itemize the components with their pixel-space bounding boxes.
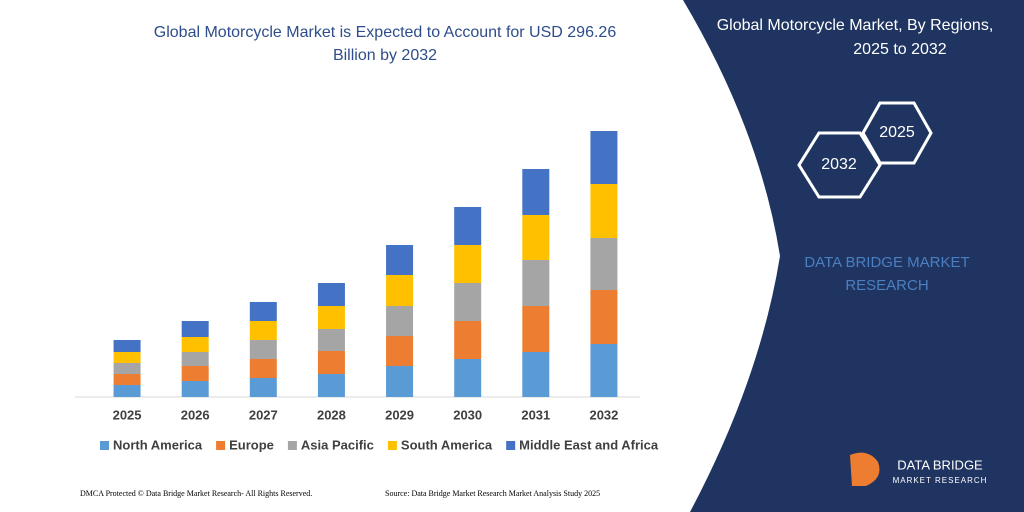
- bar-segment: [454, 321, 482, 359]
- bar-segment: [181, 381, 209, 397]
- legend-label: Middle East and Africa: [519, 437, 659, 452]
- bar-segment: [249, 359, 277, 378]
- bar-segment: [386, 245, 414, 275]
- bar-segment: [113, 385, 141, 397]
- bar-segment: [522, 306, 550, 352]
- chart-title: Global Motorcycle Market is Expected to …: [154, 24, 617, 41]
- legend-label: Asia Pacific: [301, 437, 374, 452]
- bar-segment: [181, 366, 209, 381]
- bar-segment: [590, 344, 618, 397]
- logo-icon: [850, 452, 880, 486]
- x-tick-label: 2025: [113, 407, 142, 422]
- logo-text: MARKET RESEARCH: [893, 476, 988, 485]
- bar-segment: [249, 302, 277, 321]
- footer-right: Source: Data Bridge Market Research Mark…: [385, 489, 600, 498]
- hexagon: [861, 101, 933, 165]
- hexagon-label: 2025: [879, 124, 915, 141]
- bar-segment: [590, 238, 618, 290]
- side-panel: [683, 0, 1024, 512]
- logo-text: DATA BRIDGE: [897, 457, 983, 472]
- chart-title: Billion by 2032: [333, 47, 437, 64]
- bar-segment: [317, 374, 345, 397]
- legend-swatch: [100, 441, 109, 450]
- bar-segment: [590, 290, 618, 344]
- bar-segment: [113, 352, 141, 363]
- x-tick-label: 2030: [453, 407, 482, 422]
- x-tick-label: 2032: [589, 407, 618, 422]
- legend-label: Europe: [229, 437, 274, 452]
- bar-segment: [249, 321, 277, 340]
- bar-segment: [590, 131, 618, 184]
- bar-segment: [590, 184, 618, 238]
- footer-left: DMCA Protected © Data Bridge Market Rese…: [80, 489, 312, 498]
- legend-label: North America: [113, 437, 203, 452]
- bar-segment: [181, 352, 209, 366]
- legend-swatch: [506, 441, 516, 450]
- x-tick-label: 2026: [181, 407, 210, 422]
- hexagon-label: 2032: [821, 156, 857, 173]
- x-tick-label: 2031: [521, 407, 550, 422]
- legend-swatch: [216, 441, 226, 450]
- bar-segment: [386, 275, 414, 306]
- bar-segment: [454, 207, 482, 245]
- bar-segment: [522, 215, 550, 260]
- bar-segment: [317, 351, 345, 374]
- bar-segment: [249, 378, 277, 397]
- panel-title: 2025 to 2032: [853, 41, 947, 58]
- bar-segment: [522, 352, 550, 397]
- bar-segment: [181, 337, 209, 352]
- bar-segment: [113, 340, 141, 352]
- legend-label: South America: [401, 437, 493, 452]
- bar-segment: [386, 306, 414, 336]
- bar-segment: [386, 336, 414, 366]
- legend-swatch: [387, 441, 397, 450]
- bar-segment: [317, 306, 345, 329]
- bar-segment: [454, 359, 482, 397]
- bar-segment: [181, 321, 209, 337]
- bar-segment: [522, 260, 550, 306]
- bar-segment: [454, 283, 482, 321]
- x-tick-label: 2027: [249, 407, 278, 422]
- bar-segment: [454, 245, 482, 283]
- hexagon: [797, 131, 882, 199]
- bar-segment: [249, 340, 277, 359]
- bar-segment: [113, 363, 141, 374]
- brand-text: RESEARCH: [845, 277, 928, 294]
- bar-segment: [317, 329, 345, 351]
- brand-text: DATA BRIDGE MARKET: [804, 254, 969, 271]
- bar-segment: [522, 169, 550, 215]
- x-tick-label: 2029: [385, 407, 414, 422]
- panel-title: Global Motorcycle Market, By Regions,: [717, 17, 994, 34]
- bar-segment: [386, 366, 414, 397]
- legend-swatch: [287, 441, 297, 450]
- x-tick-label: 2028: [317, 407, 346, 422]
- bar-segment: [317, 283, 345, 306]
- bar-segment: [113, 374, 141, 385]
